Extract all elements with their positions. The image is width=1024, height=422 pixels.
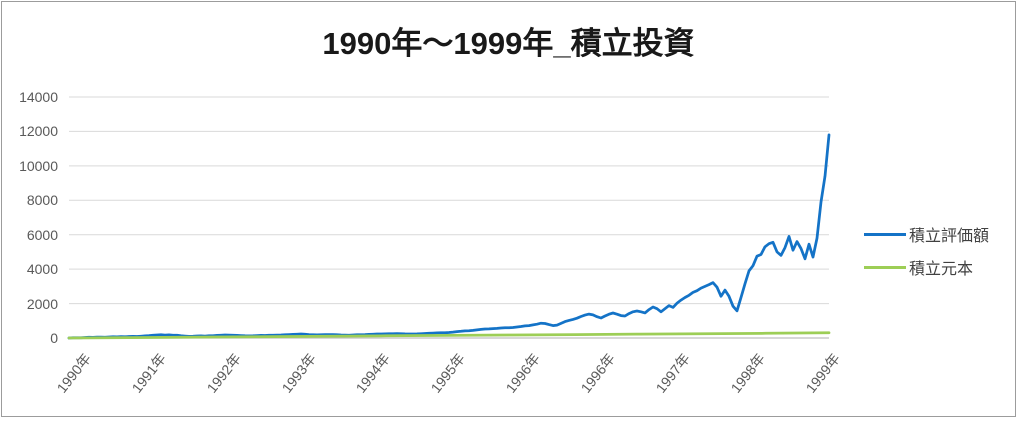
- y-axis-label: 14000: [19, 89, 58, 105]
- y-axis-label: 6000: [26, 226, 58, 243]
- y-axis-label: 2000: [26, 295, 58, 312]
- legend-line-swatch-green: [864, 265, 906, 269]
- legend: 積立評価額 積立元本: [864, 222, 989, 288]
- y-axis-label: 8000: [26, 192, 58, 209]
- y-axis-label: 10000: [19, 157, 58, 174]
- legend-label: 積立評価額: [909, 228, 990, 245]
- legend-line-swatch-blue: [864, 232, 906, 236]
- plot-area: [67, 96, 831, 340]
- y-axis-label: 4000: [26, 261, 58, 278]
- legend-item-valuation: 積立評価額: [864, 222, 989, 246]
- chart-frame: 1990年～1999年_積立投資 0 2000 4000 6000 8000 10000 1…: [1, 1, 1016, 417]
- legend-item-principal: 積立元本: [864, 255, 989, 279]
- chart-title: 1990年～1999年_積立投資: [322, 26, 695, 61]
- legend-label: 積立元本: [909, 261, 974, 278]
- y-axis-label: 0: [50, 330, 58, 346]
- y-axis-label: 12000: [19, 123, 58, 140]
